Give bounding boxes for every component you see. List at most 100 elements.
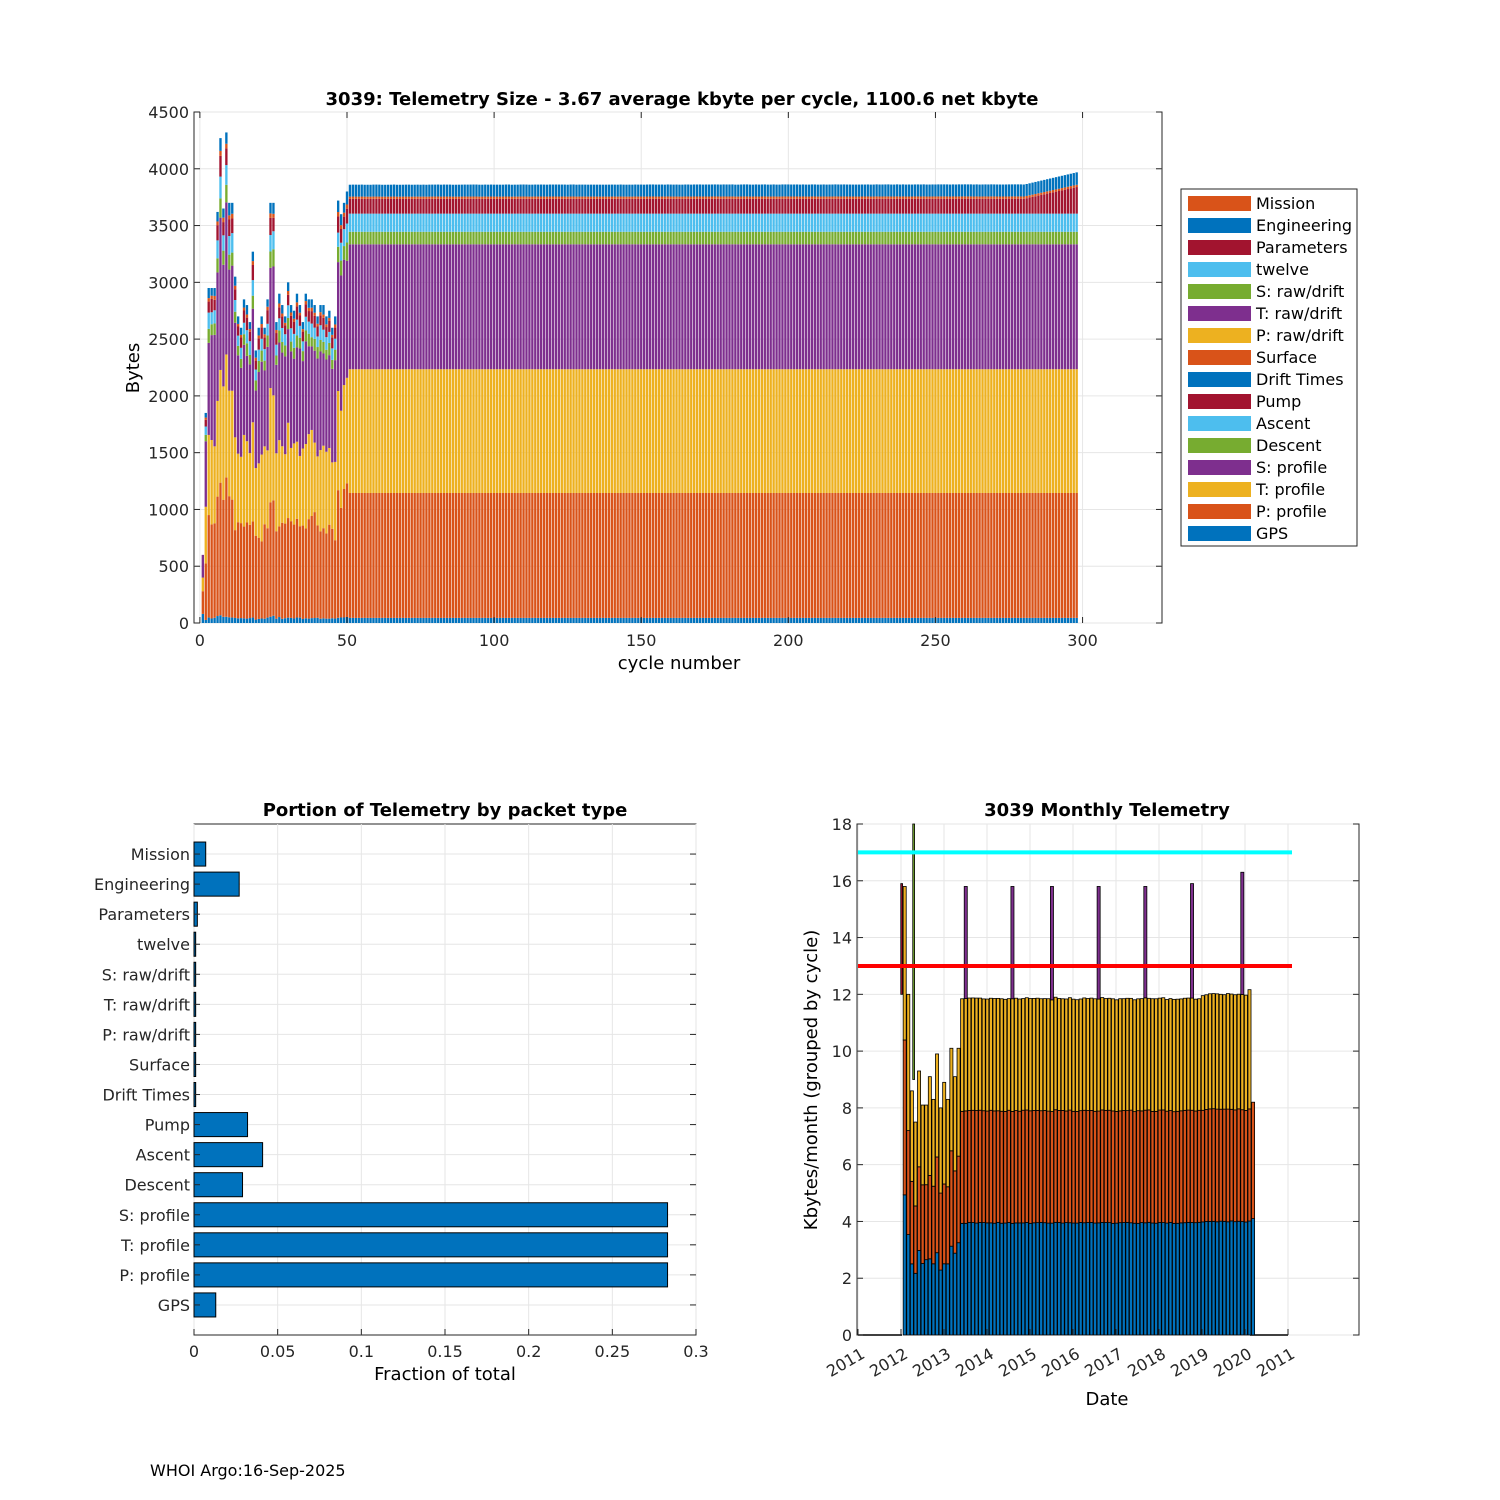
spike-bar (1190, 883, 1194, 999)
bar-segment (1060, 175, 1064, 189)
bar-segment (587, 617, 590, 623)
bar-segment (954, 492, 958, 618)
bar-segment (263, 349, 266, 361)
bar-segment (851, 369, 855, 493)
bar-segment (389, 369, 393, 493)
bar-segment (345, 223, 349, 243)
bar-segment (966, 196, 969, 199)
bar-segment (557, 184, 561, 197)
bar-segment (286, 329, 290, 423)
bar-segment (925, 184, 928, 197)
legend-swatch (1188, 526, 1251, 541)
bar-segment (906, 993, 911, 1131)
bar-segment (304, 341, 307, 444)
bar-segment (469, 369, 472, 493)
bar-segment (743, 231, 746, 245)
bar-segment (801, 213, 805, 232)
bar-segment (275, 355, 278, 365)
bar-segment (225, 202, 228, 355)
bar-segment (1007, 369, 1011, 493)
bar-segment (693, 213, 696, 232)
bar-segment (957, 617, 961, 623)
bar-segment (778, 231, 781, 245)
y-tick-label: Mission (131, 845, 190, 864)
bar-segment (431, 213, 434, 232)
bar-segment (378, 213, 381, 232)
bar-segment (392, 196, 396, 199)
bar-segment (1001, 492, 1005, 618)
bar-segment (242, 299, 246, 308)
bar-segment (887, 369, 890, 493)
bar-segment (681, 231, 684, 245)
bar-segment (395, 617, 399, 623)
bar-segment (542, 213, 546, 232)
bar-segment (1007, 231, 1011, 245)
bar-segment (431, 231, 434, 245)
bar-segment (304, 304, 307, 317)
bar-segment (760, 617, 764, 623)
bar-segment (1025, 231, 1028, 245)
bar-segment (481, 184, 484, 197)
bar-segment (298, 348, 302, 456)
bar-segment (740, 369, 743, 493)
bar-segment (1040, 180, 1043, 193)
bar-segment (1085, 1222, 1090, 1336)
bar-segment (642, 231, 646, 245)
bar-segment (210, 335, 213, 441)
bar-segment (813, 213, 816, 232)
bar-segment (310, 311, 313, 324)
bar-segment (534, 198, 537, 214)
bar (193, 1202, 669, 1228)
bar-segment (336, 216, 340, 233)
bar-segment (378, 196, 381, 199)
bar-segment (754, 617, 758, 623)
bar-segment (1016, 198, 1020, 214)
bar-segment (590, 244, 593, 370)
bar-segment (619, 244, 622, 370)
bar-segment (425, 213, 428, 232)
bar-segment (325, 451, 328, 534)
bar-segment (1168, 1221, 1173, 1336)
bar-segment (816, 198, 819, 214)
bar-segment (328, 524, 331, 619)
bar-segment (584, 617, 587, 623)
bar-segment (916, 369, 919, 493)
bar-segment (807, 617, 811, 623)
bar-segment (201, 554, 205, 578)
bar-segment (554, 492, 558, 618)
bar-segment (919, 198, 922, 214)
bar-segment (501, 244, 505, 370)
bar-segment (437, 184, 440, 197)
bar-segment (860, 617, 864, 623)
bar-segment (348, 369, 352, 493)
bar-segment (366, 198, 369, 214)
bar-segment (990, 213, 993, 232)
bar-segment (963, 1110, 968, 1224)
bar-segment (816, 213, 819, 232)
bar-segment (216, 240, 219, 259)
bar-segment (640, 369, 643, 493)
bar-segment (1100, 1109, 1105, 1223)
bar-segment (604, 244, 608, 370)
bar-segment (940, 213, 943, 232)
bar-segment (501, 231, 505, 245)
bar-segment (710, 184, 714, 197)
bar-segment (919, 617, 922, 623)
bar-segment (840, 244, 843, 370)
bar-segment (616, 196, 619, 199)
bar-segment (1037, 617, 1040, 623)
bar-segment (907, 244, 911, 370)
bar-segment (445, 196, 449, 199)
bar-segment (840, 617, 843, 623)
bar-segment (822, 196, 825, 199)
bar-segment (510, 369, 513, 493)
bar-segment (304, 443, 307, 529)
bar-segment (331, 334, 334, 338)
bar-segment (292, 333, 296, 348)
bar-segment (487, 617, 490, 623)
bar-segment (545, 196, 549, 199)
bar-segment (1004, 492, 1008, 618)
bar-segment (616, 231, 619, 245)
bar-segment (925, 213, 928, 232)
bar-segment (807, 492, 811, 618)
